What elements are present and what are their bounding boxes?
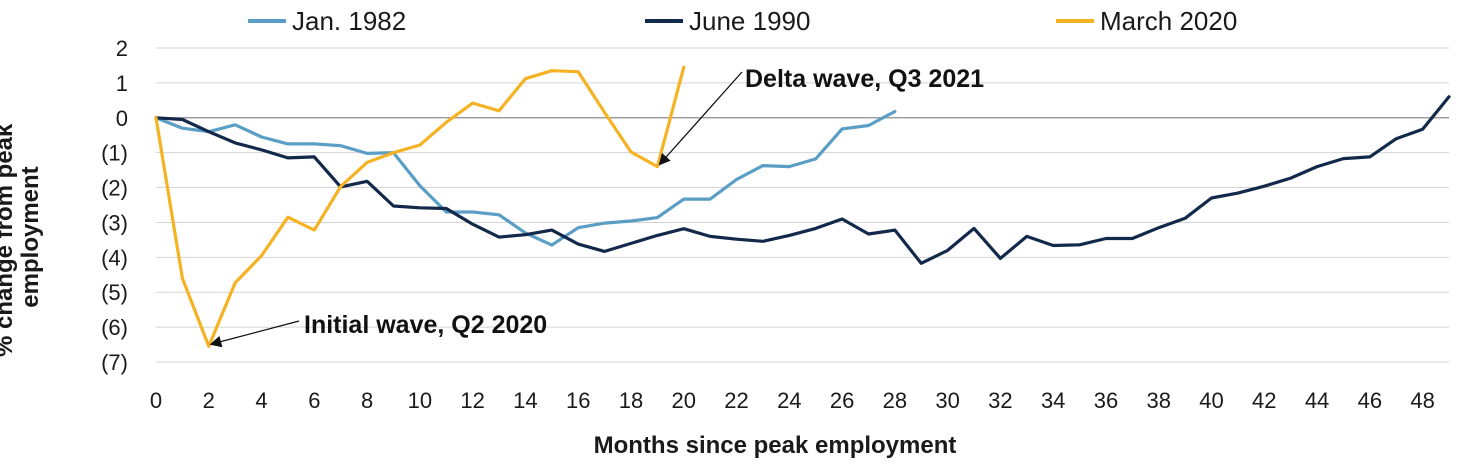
- x-axis: 0 2 4 6 8 10 12 14 16 18 20 22 24 26 28 30 32 34 36 38 40 42 4…: [150, 117, 1449, 413]
- y-tick-label: (1): [101, 141, 128, 166]
- x-tick-label: 36: [1094, 388, 1118, 413]
- y-tick-label: (5): [101, 280, 128, 305]
- y-axis-title-line-2: employment: [17, 166, 44, 307]
- y-tick-label: 2: [116, 36, 128, 61]
- y-axis: 2 1 0 (1) (2) (3) (4) (5) (6) (7): [101, 36, 128, 375]
- annotations: Delta wave, Q3 2021 Initial wave, Q2 2020: [209, 65, 984, 348]
- legend-label: March 2020: [1100, 6, 1237, 36]
- y-tick-label: (4): [101, 245, 128, 270]
- x-tick-label: 30: [935, 388, 959, 413]
- x-tick-label: 14: [513, 388, 537, 413]
- x-tick-label: 10: [408, 388, 432, 413]
- x-tick-label: 20: [672, 388, 696, 413]
- x-tick-label: 16: [566, 388, 590, 413]
- annotation-label: Delta wave, Q3 2021: [745, 65, 984, 93]
- y-tick-label: 0: [116, 106, 128, 131]
- x-tick-label: 18: [619, 388, 643, 413]
- x-tick-label: 42: [1252, 388, 1276, 413]
- x-tick-label: 22: [724, 388, 748, 413]
- annotation-arrow: [658, 71, 743, 166]
- x-tick-label: 26: [830, 388, 854, 413]
- y-tick-label: (3): [101, 210, 128, 235]
- y-axis-title: % change from peak employment: [0, 117, 44, 357]
- x-tick-label: 44: [1305, 388, 1329, 413]
- x-tick-label: 28: [883, 388, 907, 413]
- x-tick-label: 8: [361, 388, 373, 413]
- series-lines: [154, 65, 1451, 348]
- legend: Jan. 1982 June 1990 March 2020: [248, 6, 1237, 36]
- x-tick-label: 6: [308, 388, 320, 413]
- legend-label: June 1990: [689, 6, 810, 36]
- series-line-1: [154, 95, 1451, 265]
- x-tick-label: 38: [1146, 388, 1170, 413]
- annotation-arrow: [209, 320, 300, 348]
- x-tick-label: 40: [1199, 388, 1223, 413]
- x-tick-label: 46: [1358, 388, 1382, 413]
- x-tick-label: 48: [1410, 388, 1434, 413]
- series-line-2: [154, 65, 686, 348]
- y-tick-label: 1: [116, 71, 128, 96]
- series-line-0: [154, 109, 897, 247]
- annotation-label: Initial wave, Q2 2020: [304, 311, 547, 339]
- x-axis-title: Months since peak employment: [594, 432, 957, 459]
- x-tick-label: 4: [255, 388, 267, 413]
- x-tick-label: 32: [988, 388, 1012, 413]
- x-tick-label: 2: [203, 388, 215, 413]
- x-tick-label: 0: [150, 388, 162, 413]
- y-tick-label: (6): [101, 315, 128, 340]
- y-axis-title-line-1: % change from peak: [0, 123, 18, 357]
- legend-label: Jan. 1982: [292, 6, 406, 36]
- y-tick-label: (2): [101, 176, 128, 201]
- x-tick-label: 34: [1041, 388, 1065, 413]
- x-tick-label: 24: [777, 388, 801, 413]
- x-tick-label: 12: [460, 388, 484, 413]
- y-tick-label: (7): [101, 350, 128, 375]
